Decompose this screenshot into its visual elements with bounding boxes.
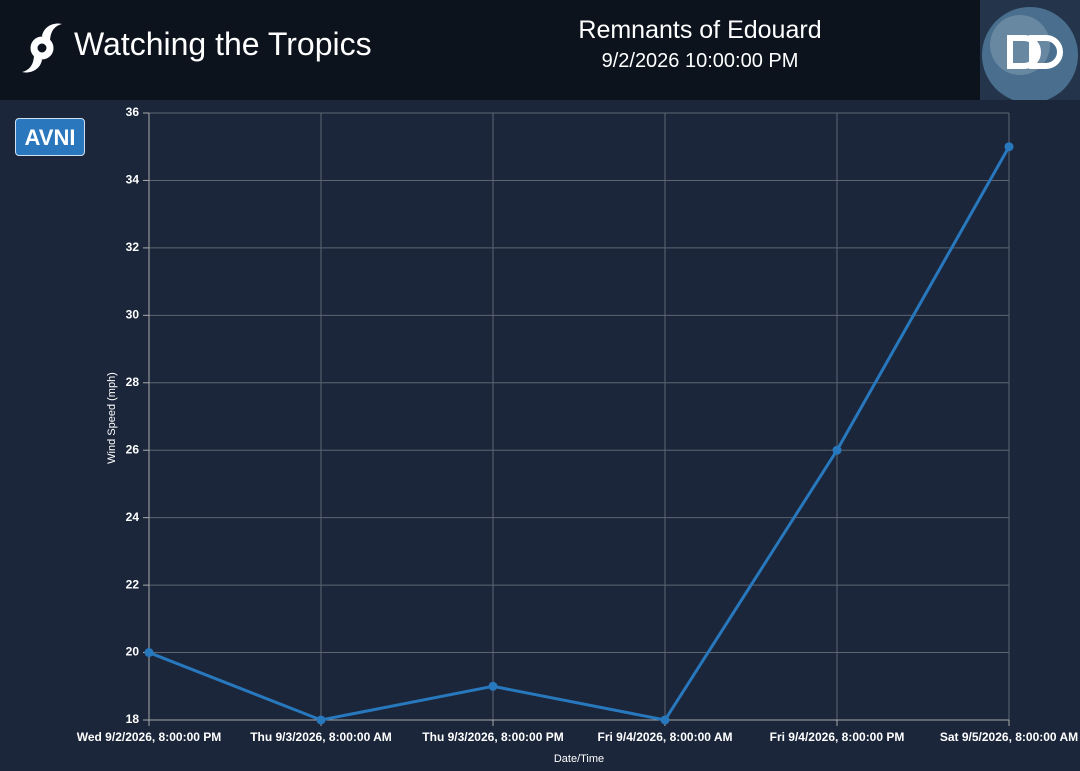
- data-point: [316, 715, 326, 725]
- series-line: [148, 145, 1011, 722]
- y-tick-label: 24: [126, 510, 140, 524]
- y-tick-label: 22: [126, 577, 140, 591]
- y-tick-label: 36: [126, 105, 140, 119]
- chart: Wind Speed (mph) Date/Time 18 20 22 24 26 28 3…: [77, 105, 1078, 765]
- y-tick-label: 34: [126, 173, 140, 187]
- y-tick-label: 20: [126, 645, 140, 659]
- y-axis-label: Wind Speed (mph): [106, 372, 118, 464]
- hurricane-icon: [22, 23, 62, 73]
- data-point: [660, 715, 670, 725]
- x-tick-label: Thu 9/3/2026, 8:00:00 PM: [422, 730, 563, 744]
- y-tick-label: 18: [126, 712, 140, 726]
- avni-button[interactable]: AVNI: [15, 118, 85, 156]
- timestamp: 9/2/2026 10:00:00 PM: [601, 50, 799, 72]
- y-tick-label: 30: [126, 308, 140, 322]
- data-point: [488, 681, 498, 691]
- app-title: Watching the Tropics: [74, 26, 372, 62]
- y-tick-label: 32: [126, 240, 140, 254]
- header: Watching the Tropics Remnants of Edouard…: [0, 0, 1080, 100]
- data-point: [144, 648, 154, 658]
- x-axis-label: Date/Time: [554, 753, 604, 765]
- data-point: [1004, 142, 1014, 152]
- data-point: [832, 445, 842, 455]
- x-tick-label: Sat 9/5/2026, 8:00:00 AM: [940, 730, 1078, 744]
- x-tick-label: Fri 9/4/2026, 8:00:00 PM: [770, 730, 905, 744]
- x-tick-label: Wed 9/2/2026, 8:00:00 PM: [77, 730, 222, 744]
- logo[interactable]: [980, 0, 1080, 100]
- x-tick-label: Fri 9/4/2026, 8:00:00 AM: [598, 730, 733, 744]
- y-tick-label: 28: [126, 375, 140, 389]
- storm-name: Remnants of Edouard: [578, 16, 822, 44]
- y-tick-label: 26: [126, 442, 140, 456]
- x-tick-label: Thu 9/3/2026, 8:00:00 AM: [250, 730, 392, 744]
